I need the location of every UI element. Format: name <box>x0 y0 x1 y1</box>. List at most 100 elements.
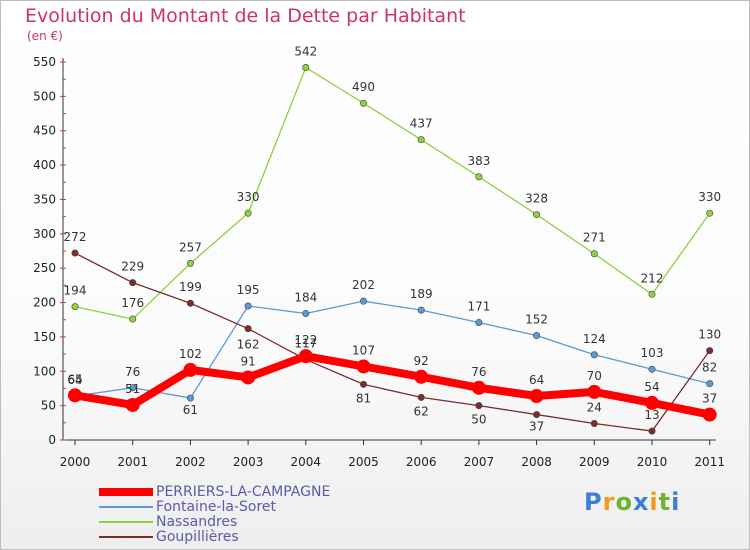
data-label: 37 <box>702 392 717 406</box>
data-point <box>298 349 313 364</box>
data-point <box>359 99 367 107</box>
data-label: 257 <box>179 240 202 254</box>
x-tick-label: 2009 <box>579 455 610 469</box>
data-point <box>533 332 541 340</box>
data-label: 37 <box>529 420 544 434</box>
data-label: 61 <box>183 403 198 417</box>
data-point <box>475 402 483 410</box>
series-line-2 <box>74 66 711 320</box>
logo-letter: t <box>658 488 672 516</box>
data-label: 152 <box>525 313 548 327</box>
legend-swatch <box>99 488 153 496</box>
data-point <box>71 249 79 257</box>
x-tick-label: 2000 <box>60 455 91 469</box>
data-point <box>475 318 483 326</box>
chart-title: Evolution du Montant de la Dette par Hab… <box>25 5 466 27</box>
y-tick-label: 350 <box>33 192 56 206</box>
x-tick-label: 2002 <box>175 455 206 469</box>
data-label: 50 <box>471 413 486 427</box>
data-label: 102 <box>179 347 202 361</box>
data-label: 199 <box>179 280 202 294</box>
x-tick-label: 2003 <box>233 455 264 469</box>
data-point <box>244 209 252 217</box>
y-tick-label: 400 <box>33 158 56 172</box>
data-point <box>475 173 483 181</box>
data-label: 202 <box>352 278 375 292</box>
y-tick-label: 250 <box>33 261 56 275</box>
data-label: 70 <box>587 369 602 383</box>
series-line-1 <box>74 300 711 399</box>
data-point <box>645 395 659 410</box>
x-tick-label: 2011 <box>694 455 725 469</box>
y-tick-label: 100 <box>33 364 56 378</box>
data-point <box>71 303 79 311</box>
data-point <box>186 259 194 267</box>
data-point <box>417 306 425 314</box>
legend-swatch <box>99 506 153 508</box>
data-point <box>417 136 425 144</box>
y-tick-label: 300 <box>33 227 56 241</box>
data-label: 130 <box>698 328 721 342</box>
data-point <box>648 365 656 373</box>
data-point <box>706 347 714 355</box>
data-label: 328 <box>525 192 548 206</box>
y-tick-label: 0 <box>48 433 56 447</box>
data-point <box>706 380 714 388</box>
data-point <box>359 380 367 388</box>
data-point <box>702 407 717 422</box>
legend-label: PERRIERS-LA-CAMPAGNE <box>156 484 331 500</box>
data-point <box>302 310 310 318</box>
data-label: 54 <box>644 380 659 394</box>
data-point <box>533 211 541 219</box>
x-tick-label: 2007 <box>464 455 495 469</box>
data-point <box>125 397 140 412</box>
data-label: 92 <box>414 354 429 368</box>
chart-unit-label: (en €) <box>27 29 63 43</box>
data-point <box>302 63 310 71</box>
data-point <box>590 420 598 428</box>
data-point <box>587 384 602 399</box>
data-point <box>244 302 252 310</box>
logo-letter: P <box>584 488 603 516</box>
data-label: 437 <box>410 117 433 131</box>
data-point <box>529 389 544 404</box>
y-tick-label: 450 <box>33 124 56 138</box>
data-label: 490 <box>352 80 375 94</box>
data-label: 124 <box>583 332 606 346</box>
legend-label: Fontaine-la-Soret <box>156 499 277 515</box>
data-point <box>590 351 598 359</box>
logo-letter: i <box>649 488 659 516</box>
data-label: 194 <box>64 284 87 298</box>
y-tick-label: 550 <box>33 55 56 69</box>
x-tick-label: 2005 <box>348 455 379 469</box>
x-tick-label: 2006 <box>406 455 437 469</box>
data-label: 272 <box>64 230 87 244</box>
data-point <box>68 388 82 403</box>
data-label: 82 <box>702 361 717 375</box>
data-label: 65 <box>67 372 82 386</box>
data-label: 195 <box>237 283 260 297</box>
data-point <box>129 315 137 323</box>
data-label: 330 <box>698 190 721 204</box>
data-point <box>241 370 256 385</box>
data-point <box>471 380 486 395</box>
x-tick-label: 2001 <box>117 455 148 469</box>
data-point <box>359 297 367 305</box>
data-point <box>129 279 137 287</box>
x-tick-label: 2010 <box>637 455 668 469</box>
data-label: 24 <box>587 401 602 415</box>
logo-letter: x <box>632 488 650 516</box>
legend-label: Nassandres <box>156 514 238 530</box>
data-label: 189 <box>410 287 433 301</box>
data-label: 271 <box>583 231 606 245</box>
data-label: 542 <box>294 44 317 58</box>
data-label: 76 <box>125 365 140 379</box>
data-label: 162 <box>237 338 260 352</box>
data-label: 62 <box>414 404 429 418</box>
data-label: 171 <box>467 299 490 313</box>
data-label: 64 <box>529 373 544 387</box>
data-label: 103 <box>641 346 664 360</box>
logo-letter: r <box>602 488 616 516</box>
data-point <box>648 427 656 435</box>
data-label: 383 <box>467 154 490 168</box>
